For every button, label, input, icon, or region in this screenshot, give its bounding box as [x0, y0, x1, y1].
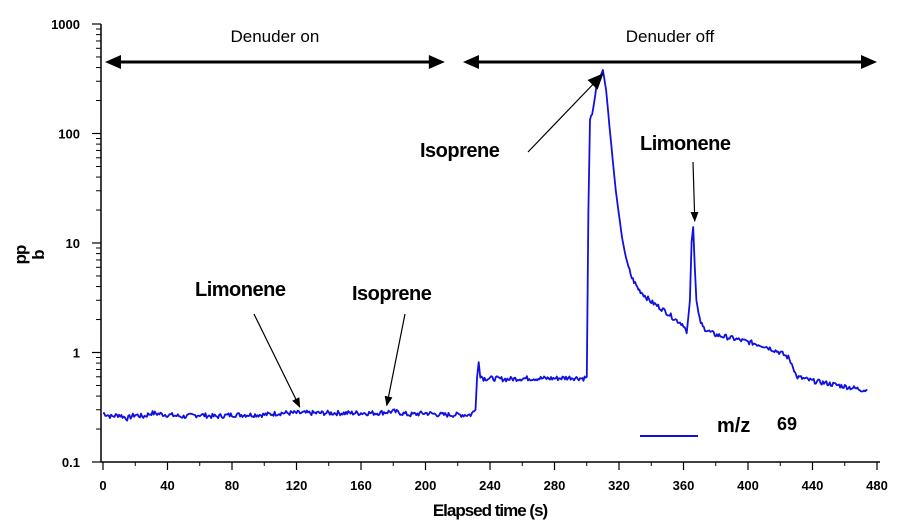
x-tick-label: 80: [225, 478, 239, 493]
series-line: [102, 69, 868, 422]
y-tick-label: 1000: [51, 17, 80, 32]
y-axis-title-line-2: b: [29, 250, 48, 260]
limonene-peak-annotation-arrow: [690, 161, 699, 222]
x-tick-label: 480: [866, 478, 888, 493]
denuder-off-arrow-left-head: [462, 54, 479, 69]
legend-superscript: 69: [777, 414, 797, 434]
denuder-on-arrow: Denuder on: [105, 27, 445, 69]
y-tick-label: 100: [58, 127, 80, 142]
plot-area: 0.1 1 10 100 1000 0 40 80 120 160 200 240 280 320 360…: [51, 17, 888, 493]
limonene-peak-annotation-label: Limonene: [640, 133, 731, 155]
x-axis-title: Elapsed time (s): [433, 501, 548, 520]
denuder-on-arrow-label: Denuder on: [231, 27, 320, 46]
isoprene-peak-annotation: Isoprene: [420, 73, 604, 162]
annotation-layer: Denuder on Denuder off Isoprene Limonene Lim…: [105, 27, 877, 408]
x-tick-label: 400: [737, 478, 759, 493]
denuder-on-arrow-right-head: [428, 54, 445, 69]
denuder-off-arrow-right-head: [861, 54, 877, 69]
x-tick-label: 440: [802, 478, 824, 493]
y-tick-label: 10: [66, 236, 80, 251]
y-tick-label: 1: [73, 346, 80, 361]
x-tick-label: 0: [99, 478, 106, 493]
x-tick-label: 120: [286, 478, 308, 493]
x-tick-label: 200: [415, 478, 437, 493]
limonene-peak-annotation: Limonene: [640, 133, 731, 222]
legend-label: m/z: [717, 415, 750, 437]
y-axis-title: pp b: [11, 245, 48, 264]
isoprene-baseline-annotation-label: Isoprene: [352, 283, 432, 305]
isoprene-peak-annotation-arrow: [527, 73, 604, 153]
limonene-baseline-annotation-arrow: [253, 313, 301, 408]
x-tick-label: 360: [673, 478, 695, 493]
x-ticks: 0 40 80 120 160 200 240 280 320 360 400 440 480: [99, 462, 888, 493]
x-tick-label: 280: [544, 478, 566, 493]
isoprene-baseline-annotation-arrow: [384, 313, 406, 407]
x-tick-label: 160: [350, 478, 372, 493]
limonene-baseline-annotation-label: Limonene: [195, 279, 286, 301]
limonene-baseline-annotation: Limonene: [195, 279, 301, 408]
series-layer: [102, 69, 868, 422]
x-tick-label: 240: [479, 478, 501, 493]
x-tick-label: 320: [608, 478, 630, 493]
denuder-off-arrow: Denuder off: [462, 27, 877, 69]
denuder-off-arrow-label: Denuder off: [626, 27, 715, 46]
legend: m/z 69: [640, 414, 797, 437]
y-ticks: 0.1 1 10 100 1000: [51, 17, 101, 470]
isoprene-baseline-annotation: Isoprene: [352, 283, 432, 407]
x-tick-label: 40: [160, 478, 174, 493]
y-tick-label: 0.1: [62, 455, 80, 470]
denuder-on-arrow-left-head: [105, 54, 121, 69]
isoprene-peak-annotation-label: Isoprene: [420, 140, 500, 162]
y-axis-title-line-1: pp: [11, 245, 30, 264]
